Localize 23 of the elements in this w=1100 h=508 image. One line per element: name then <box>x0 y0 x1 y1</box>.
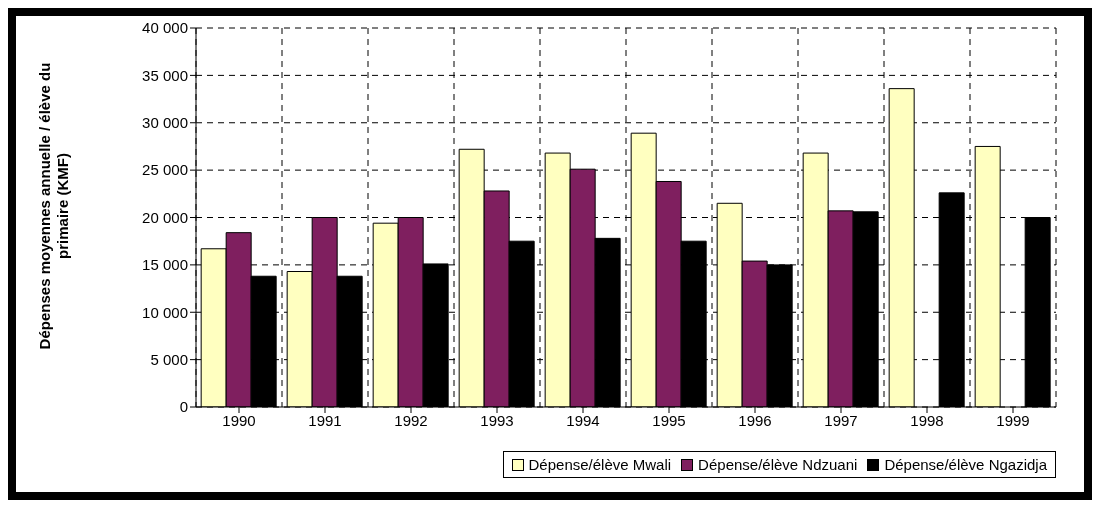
x-tick-label: 1996 <box>738 411 772 429</box>
legend-label: Dépense/élève Ndzuani <box>698 456 858 473</box>
y-tick-label: 25 000 <box>142 161 188 179</box>
x-tick-label: 1995 <box>652 411 686 429</box>
x-tick-label: 1994 <box>566 411 600 429</box>
y-tick-label: 15 000 <box>142 256 188 274</box>
x-tick-label: 1998 <box>910 411 944 429</box>
x-tick-label: 1991 <box>308 411 342 429</box>
x-tick-label: 1990 <box>222 411 256 429</box>
legend-label: Dépense/élève Ngazidja <box>884 456 1047 473</box>
y-tick-label: 20 000 <box>142 208 188 226</box>
y-tick-label: 10 000 <box>142 303 188 321</box>
x-tick-label: 1999 <box>996 411 1030 429</box>
y-tick-label: 40 000 <box>142 19 188 37</box>
x-tick-label: 1993 <box>480 411 514 429</box>
y-tick-label: 5 000 <box>150 350 188 368</box>
y-tick-label: 0 <box>179 398 188 416</box>
legend-label: Dépense/élève Mwali <box>528 456 672 473</box>
y-tick-label: 30 000 <box>142 114 188 132</box>
x-tick-label: 1992 <box>394 411 428 429</box>
y-tick-label: 35 000 <box>142 66 188 84</box>
x-tick-label: 1997 <box>824 411 858 429</box>
y-axis-title: Dépenses moyennes annuelle / élève du primaire (KMF) <box>36 61 72 352</box>
